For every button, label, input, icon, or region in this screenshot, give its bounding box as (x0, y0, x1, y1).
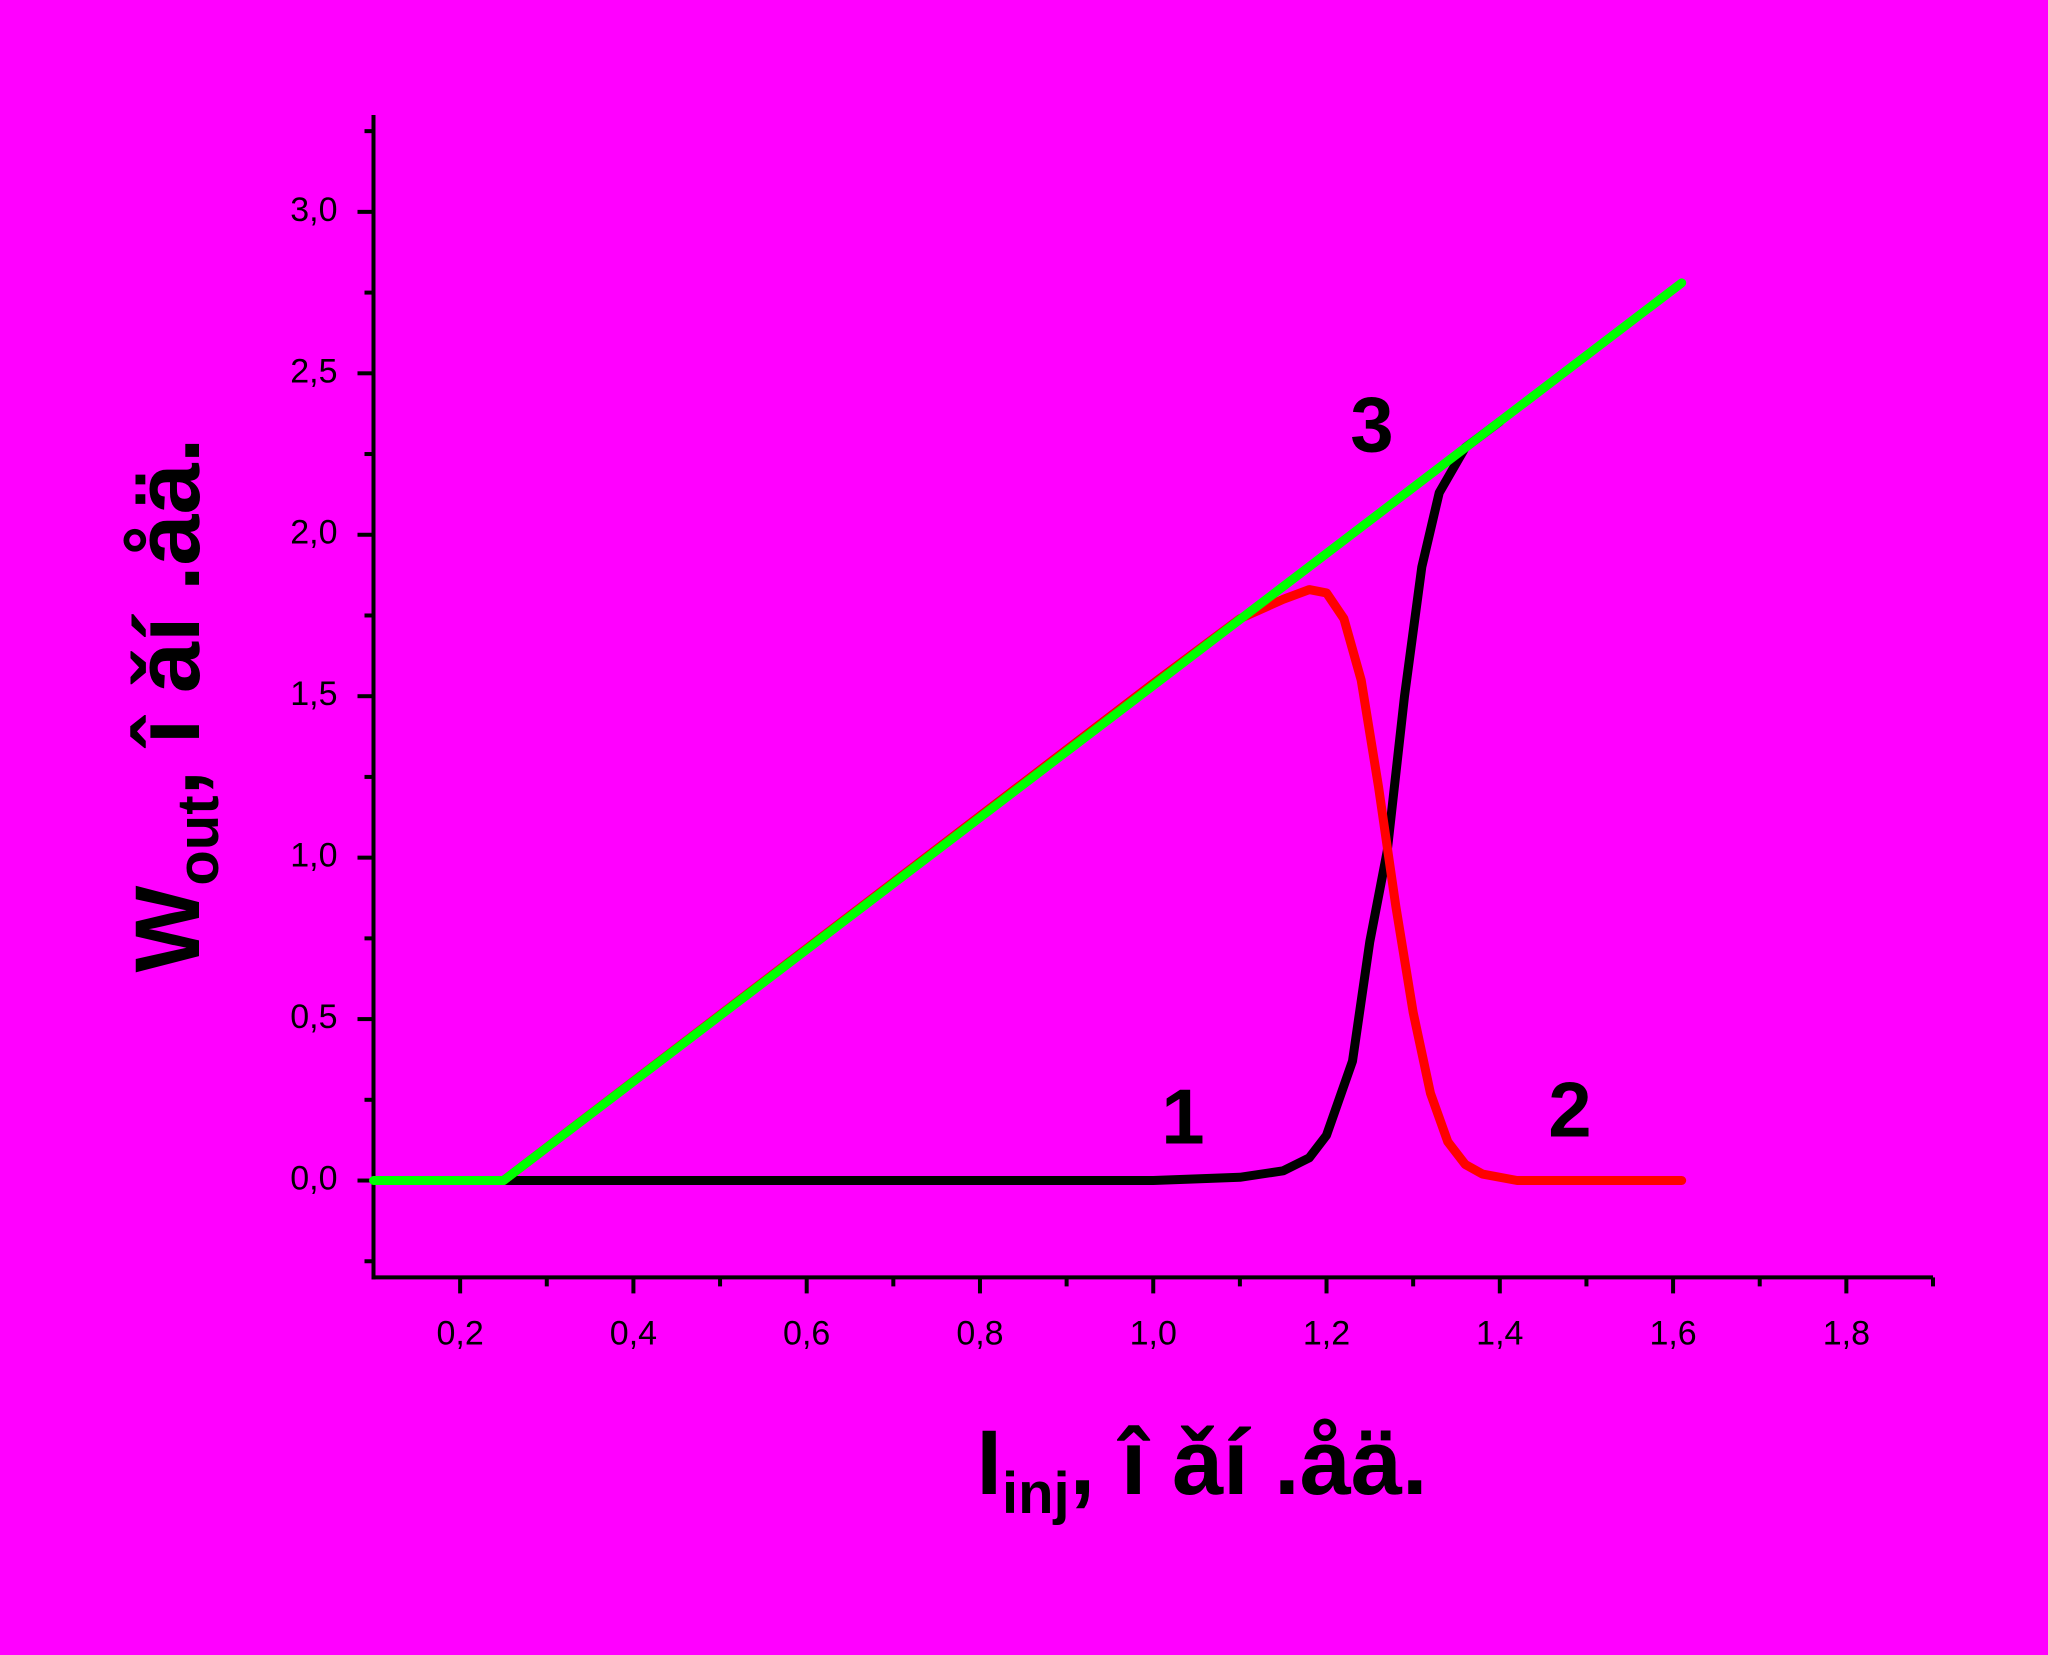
y-tick-label: 1,0 (290, 837, 337, 875)
y-tick-label: 0,5 (290, 998, 337, 1036)
x-tick-label: 0,2 (437, 1314, 484, 1352)
x-tick-label: 0,6 (783, 1314, 830, 1352)
x-tick-label: 0,4 (610, 1314, 657, 1352)
x-tick-label: 0,8 (956, 1314, 1003, 1352)
line-series (499, 585, 1687, 1185)
y-tick-label: 3,0 (290, 191, 337, 229)
y-tick-label: 2,5 (290, 352, 337, 390)
x-tick-label: 1,8 (1823, 1314, 1870, 1352)
curve-label: 2 (1548, 1066, 1591, 1154)
y-axis-label-rest: , î ǎí .åä. (117, 438, 219, 796)
y-tick-label: 0,0 (290, 1160, 337, 1198)
y-axis-label: Wout, î ǎí .åä. (117, 438, 231, 973)
curve-label: 1 (1161, 1073, 1204, 1161)
x-axis-label-rest: , î ǎí .åä. (1070, 1412, 1428, 1514)
x-axis-label-main: I (976, 1412, 1002, 1514)
y-axis-label-main: W (117, 886, 219, 973)
line-series (499, 417, 1505, 1185)
x-tick-label: 1,2 (1303, 1314, 1350, 1352)
y-tick-label: 2,0 (290, 514, 337, 552)
line-series (369, 278, 1687, 1185)
curve-label: 3 (1350, 381, 1393, 469)
x-tick-label: 1,6 (1649, 1314, 1696, 1352)
x-axis-label-sub: inj (1002, 1461, 1070, 1526)
y-axis-label-sub: out (166, 795, 231, 885)
x-tick-label: 1,4 (1476, 1314, 1523, 1352)
y-tick-label: 1,5 (290, 675, 337, 713)
x-tick-label: 1,0 (1130, 1314, 1177, 1352)
x-axis-label: Iinj, î ǎí .åä. (976, 1412, 1427, 1526)
